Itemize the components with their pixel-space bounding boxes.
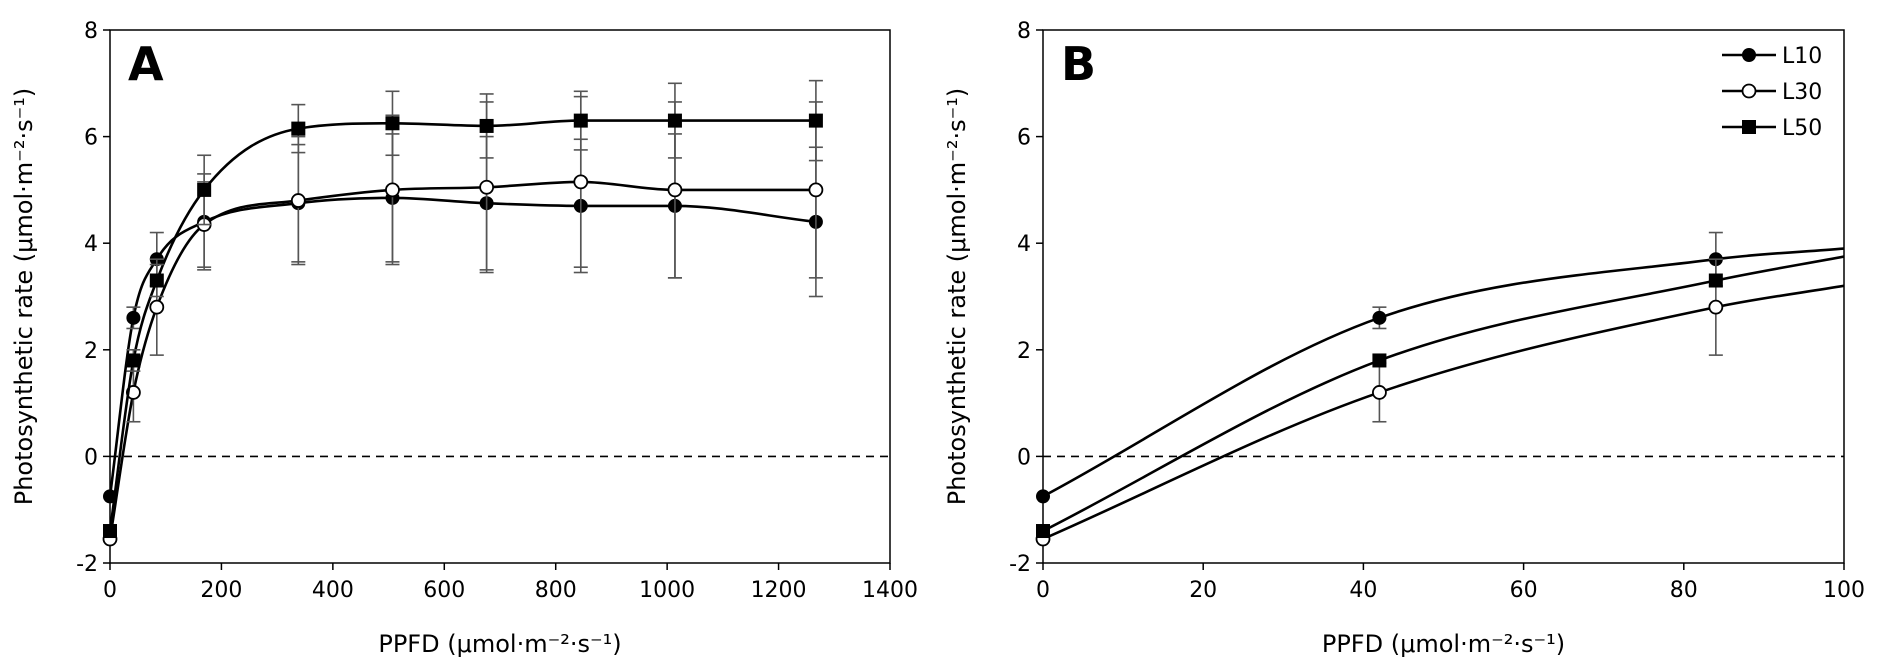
data-point-l50 (667, 113, 682, 128)
y-tick-label: -2 (76, 552, 98, 577)
legend-marker-l10 (1742, 48, 1756, 62)
panel-letter: B (1061, 37, 1096, 91)
series-line-l10 (1043, 247, 1844, 498)
legend-marker-l30 (1741, 83, 1757, 99)
series-line-l50 (110, 119, 816, 532)
x-tick-label: 1000 (639, 578, 695, 603)
data-point-l50 (1708, 273, 1723, 288)
data-point-l30 (1372, 385, 1387, 400)
series-l50 (103, 79, 823, 539)
data-point-l50 (1372, 353, 1387, 368)
x-tick-label: 100 (1823, 578, 1865, 603)
x-tick-label: 800 (535, 578, 577, 603)
y-tick-label: 0 (1017, 445, 1031, 470)
x-tick-label: 1200 (751, 578, 807, 603)
data-point-l30 (667, 182, 683, 198)
data-point-l10 (1036, 489, 1050, 504)
data-point-l30 (1708, 299, 1724, 315)
data-point-l30 (808, 182, 824, 198)
data-point-l50 (291, 121, 306, 136)
data-point-l50 (149, 273, 164, 288)
data-point-l50 (103, 524, 117, 539)
plot-frame (109, 29, 891, 564)
data-point-l30 (479, 179, 495, 195)
data-point-l50 (1036, 524, 1050, 539)
data-point-l50 (385, 116, 400, 131)
y-tick-label: 2 (84, 339, 98, 364)
legend-label-l30: L30 (1782, 80, 1822, 105)
data-point-l30 (149, 299, 165, 315)
y-tick-label: -2 (1009, 552, 1031, 577)
data-point-l30 (290, 193, 306, 208)
series-line-l10 (110, 196, 817, 497)
series-l10 (1036, 231, 1844, 504)
x-tick-label: 80 (1670, 578, 1698, 603)
y-tick-label: 4 (1017, 232, 1031, 257)
y-axis-title: Photosynthetic rate (μmol·m⁻²·s⁻¹) (10, 88, 38, 506)
plot-frame (1042, 29, 1845, 564)
x-tick-label: 200 (200, 578, 242, 603)
data-point-l50 (126, 353, 141, 368)
y-tick-label: 8 (84, 19, 98, 44)
legend-label-l50: L50 (1782, 116, 1822, 141)
series-line-l50 (1043, 255, 1844, 533)
y-tick-label: 6 (1017, 126, 1031, 151)
y-tick-label: 0 (84, 445, 98, 470)
data-point-l50 (197, 182, 212, 197)
data-point-l10 (126, 310, 141, 325)
x-tick-label: 1400 (862, 578, 918, 603)
series-line-l30 (1043, 284, 1844, 541)
data-point-l30 (125, 385, 141, 400)
y-tick-label: 8 (1017, 19, 1031, 44)
series-l30 (1035, 258, 1844, 547)
data-point-l50 (479, 118, 494, 133)
data-point-l50 (573, 113, 588, 128)
y-tick-label: 4 (84, 232, 98, 257)
x-axis-title: PPFD (μmol·m⁻²·s⁻¹) (1322, 630, 1565, 658)
x-tick-label: 40 (1349, 578, 1377, 603)
y-tick-label: 6 (84, 126, 98, 151)
x-tick-label: 60 (1510, 578, 1538, 603)
data-point-l30 (385, 182, 400, 198)
x-tick-label: 600 (423, 578, 465, 603)
x-tick-label: 0 (103, 578, 117, 603)
legend-marker-l50 (1742, 120, 1756, 134)
x-tick-label: 20 (1189, 578, 1217, 603)
legend: L10 L30 L50 (1722, 44, 1822, 141)
x-tick-label: 400 (312, 578, 354, 603)
data-point-l10 (1372, 310, 1387, 325)
x-axis-title: PPFD (μmol·m⁻²·s⁻¹) (378, 630, 621, 658)
series-l50 (1036, 255, 1844, 539)
data-point-l30 (573, 174, 589, 190)
y-tick-label: 2 (1017, 339, 1031, 364)
legend-label-l10: L10 (1782, 44, 1822, 69)
series-l30 (102, 95, 824, 547)
series-line-l30 (110, 180, 816, 540)
panel-letter: A (128, 37, 164, 91)
y-axis-title: Photosynthetic rate (μmol·m⁻²·s⁻¹) (943, 88, 971, 506)
data-point-l50 (808, 113, 823, 128)
x-tick-label: 0 (1036, 578, 1050, 603)
